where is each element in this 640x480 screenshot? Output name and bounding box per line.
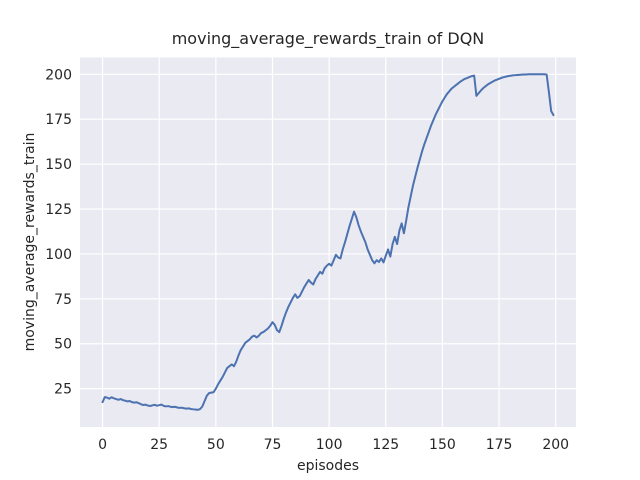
- y-tick-label: 25: [54, 382, 72, 398]
- y-tick-label: 125: [45, 202, 72, 218]
- x-tick-label: 0: [98, 437, 107, 453]
- x-tick-label: 150: [429, 437, 456, 453]
- x-axis-label: episodes: [297, 458, 359, 474]
- x-tick-label: 175: [486, 437, 513, 453]
- x-tick-label: 100: [316, 437, 343, 453]
- y-tick-label: 200: [45, 67, 72, 83]
- x-tick-label: 125: [372, 437, 399, 453]
- grid-lines: [80, 57, 576, 427]
- x-axis-tick-labels: 0 25 50 75 100 125 150 175 200: [98, 437, 569, 453]
- chart-title: moving_average_rewards_train of DQN: [172, 29, 485, 49]
- series-line-group: [101, 73, 555, 411]
- y-tick-label: 175: [45, 112, 72, 128]
- plot-area: [80, 57, 576, 427]
- y-axis-label: moving_average_rewards_train: [22, 133, 38, 352]
- y-tick-label: 100: [45, 247, 72, 263]
- y-tick-label: 75: [54, 292, 72, 308]
- x-tick-label: 25: [150, 437, 168, 453]
- x-tick-label: 50: [207, 437, 225, 453]
- x-tick-label: 75: [264, 437, 282, 453]
- y-tick-label: 50: [54, 337, 72, 353]
- y-axis-tick-labels: 25 50 75 100 125 150 175 200: [45, 67, 72, 397]
- series-line-moving_average_rewards_train: [101, 73, 555, 411]
- x-tick-label: 200: [542, 437, 569, 453]
- y-tick-label: 150: [45, 157, 72, 173]
